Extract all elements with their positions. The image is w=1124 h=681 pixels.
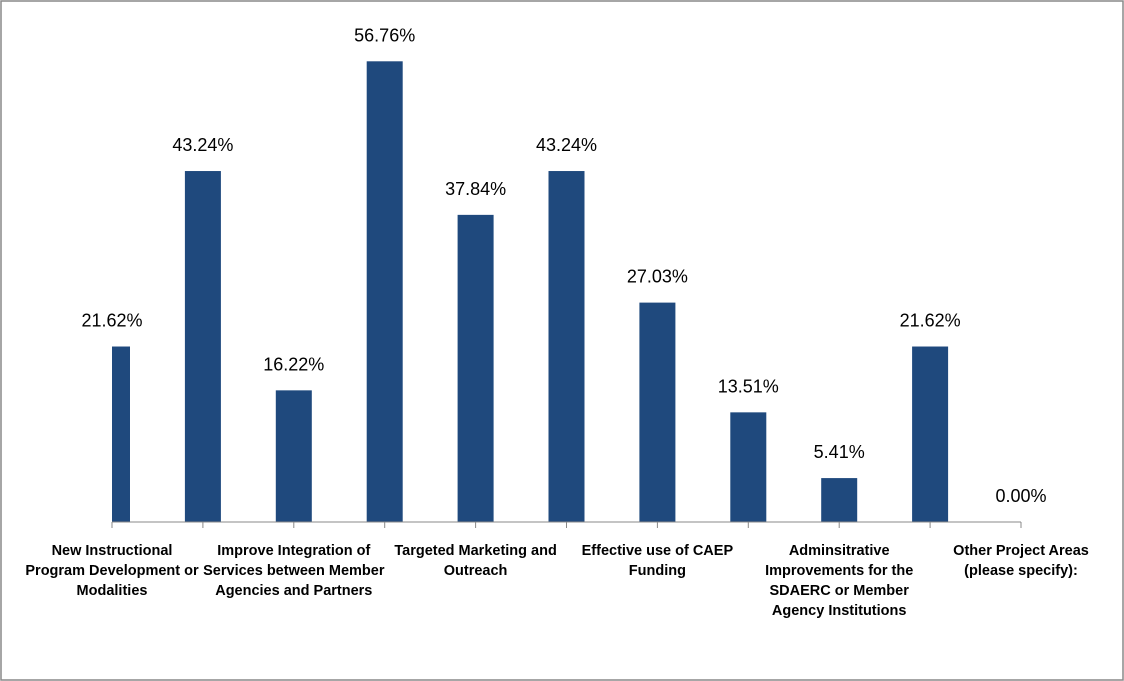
value-label: 5.41% xyxy=(814,442,865,462)
value-label: 13.51% xyxy=(718,376,779,396)
bars xyxy=(112,61,949,522)
x-tick-label: Improve Integration of Services between … xyxy=(203,543,385,599)
bar xyxy=(639,302,676,522)
value-label: 21.62% xyxy=(900,311,961,331)
bar xyxy=(730,412,767,522)
bar xyxy=(184,171,221,522)
value-label: 27.03% xyxy=(627,267,688,287)
value-label: 37.84% xyxy=(445,179,506,199)
bar xyxy=(275,390,312,522)
x-tick-label: New Instructional Program Development or… xyxy=(25,543,199,599)
value-label: 43.24% xyxy=(536,135,597,155)
bar xyxy=(821,478,858,522)
value-label: 0.00% xyxy=(995,486,1046,506)
bar xyxy=(112,346,130,522)
value-label: 56.76% xyxy=(354,25,415,45)
x-tick-label: Other Project Areas (please specify): xyxy=(953,543,1089,579)
bar xyxy=(366,61,403,522)
bar xyxy=(457,214,494,522)
bar xyxy=(548,171,585,522)
value-label: 21.62% xyxy=(81,311,142,331)
x-tick-label: Targeted Marketing and Outreach xyxy=(394,543,557,579)
value-label: 16.22% xyxy=(263,354,324,374)
x-tick-label: Adminsitrative Improvements for the SDAE… xyxy=(765,543,914,619)
value-label: 43.24% xyxy=(172,135,233,155)
x-tick-label: Effective use of CAEP Funding xyxy=(581,543,734,579)
bar xyxy=(912,346,949,522)
